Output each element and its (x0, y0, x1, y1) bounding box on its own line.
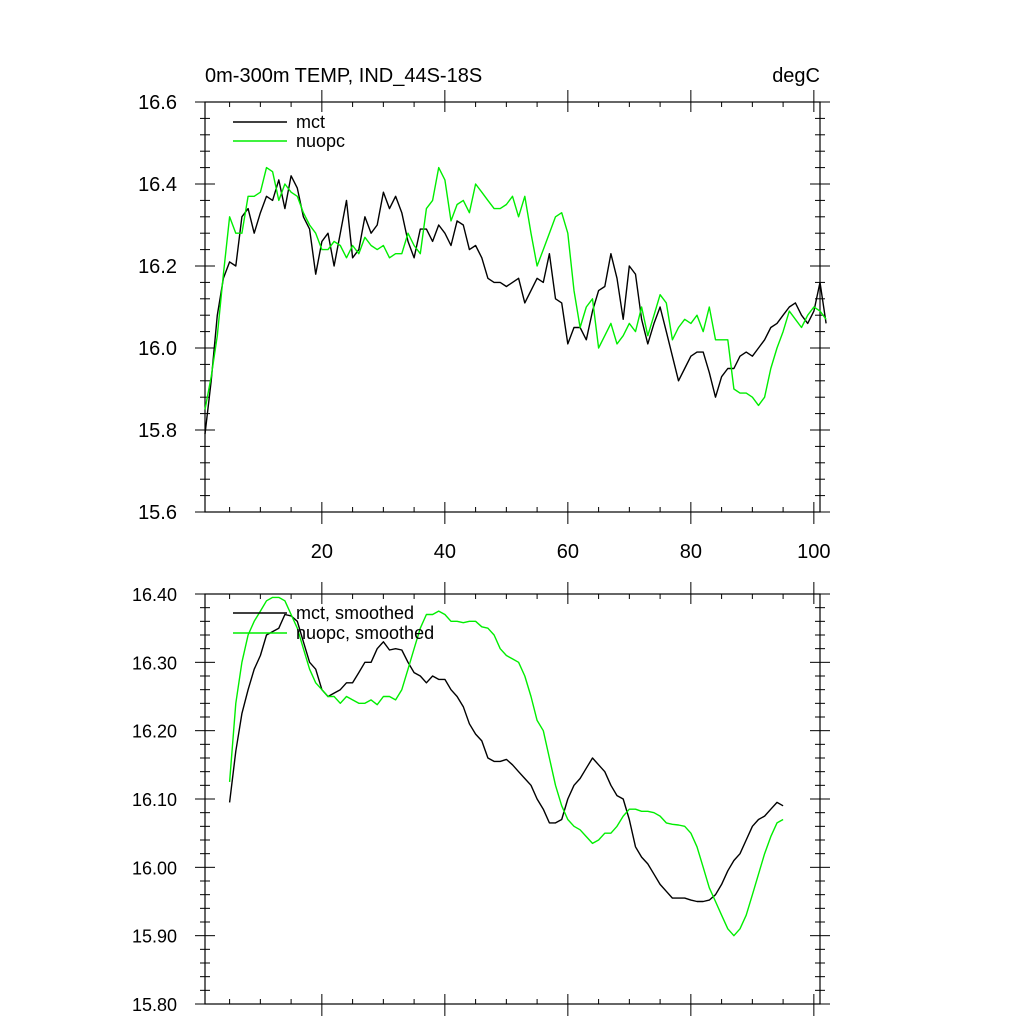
top-panel: 0m-300m TEMP, IND_44S-18S degC 20 40 60 80 100… (138, 65, 830, 563)
x-tick-label: 60 (557, 541, 579, 563)
chart-title: 0m-300m TEMP, IND_44S-18S (205, 65, 482, 87)
y-tick-label: 15.8 (138, 420, 177, 442)
y-tick-label: 16.30 (132, 653, 177, 673)
y-tick-label: 15.90 (132, 927, 177, 947)
legend-label: nuopc (296, 131, 345, 151)
y-tick-label: 16.6 (138, 92, 177, 114)
plot-frame (204, 593, 821, 1005)
y-tick-label: 16.2 (138, 256, 177, 278)
x-tick-label: 20 (311, 541, 333, 563)
series-line-mct (204, 175, 827, 435)
y-tick-label: 16.0 (138, 338, 177, 360)
y-tick-label: 16.40 (132, 585, 177, 605)
y-tick-label: 15.80 (132, 995, 177, 1015)
legend-label: mct (296, 112, 325, 132)
legend-label: nuopc, smoothed (296, 623, 434, 643)
series-line-nuopc (204, 166, 827, 410)
plot-frame (204, 101, 821, 513)
y-tick-label: 16.20 (132, 722, 177, 742)
y-tick-label: 16.4 (138, 174, 177, 196)
y-tick-label: 15.6 (138, 502, 177, 524)
x-tick-label: 100 (797, 541, 830, 563)
series-line-nuopc-smoothed (228, 596, 784, 937)
x-tick-label: 80 (680, 541, 702, 563)
x-tick-label: 40 (434, 541, 456, 563)
y-tick-label: 16.00 (132, 858, 177, 878)
legend-label: mct, smoothed (296, 603, 414, 623)
units-label: degC (772, 65, 820, 87)
y-tick-label: 16.10 (132, 790, 177, 810)
bottom-panel: 15.80 15.90 16.00 16.10 16.20 16.30 16.40 mct, … (132, 582, 830, 1016)
